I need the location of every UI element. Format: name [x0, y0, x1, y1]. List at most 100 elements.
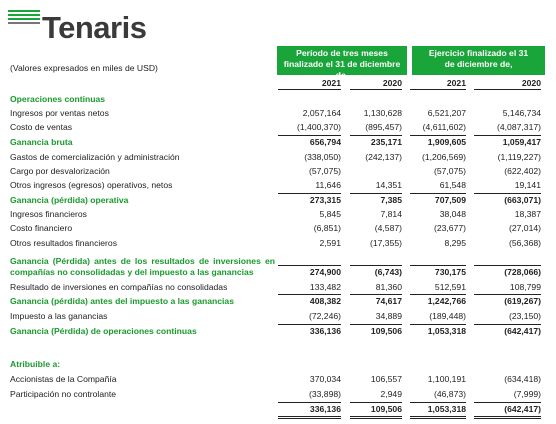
logo-stripe — [8, 14, 40, 16]
row-label: Ganancia bruta — [10, 137, 73, 147]
section-title: Operaciones continuas — [10, 94, 106, 104]
row-label: Ganancia (pérdida) antes del impuesto a … — [10, 296, 234, 306]
rule — [410, 402, 466, 403]
rule — [350, 294, 402, 295]
cell-value: 408,382 — [309, 296, 341, 306]
cell-value: 61,548 — [439, 180, 466, 190]
rule — [410, 89, 466, 90]
rule — [278, 135, 341, 136]
rule — [278, 193, 341, 194]
cell-value: (46,873) — [433, 389, 466, 399]
cell-value: (17,355) — [369, 238, 402, 248]
rule — [350, 135, 402, 136]
cell-value: 1,053,318 — [427, 326, 466, 336]
cell-value: (338,050) — [304, 152, 341, 162]
cell-value: (27,014) — [508, 223, 541, 233]
cell-value: (1,400,370) — [297, 122, 341, 132]
row-label: Ganancia (Pérdida) de operaciones contin… — [10, 326, 197, 336]
cell-value: (634,418) — [504, 374, 541, 384]
logo-stripe — [8, 18, 40, 20]
row-label: Costo financiero — [10, 223, 73, 233]
logo-stripe — [8, 10, 40, 12]
cell-value: 1,909,605 — [427, 137, 466, 147]
cell-value: (1,206,569) — [422, 152, 466, 162]
year-header: 2020 — [382, 78, 402, 88]
cell-value: 1,100,191 — [427, 374, 466, 384]
row-label: Ganancia (Pérdida) antes de los resultad… — [10, 256, 275, 277]
cell-value: 274,900 — [309, 267, 341, 277]
cell-value: (56,368) — [508, 238, 541, 248]
cell-value: (7,999) — [513, 389, 541, 399]
cell-value: (728,066) — [504, 267, 541, 277]
rule — [278, 294, 341, 295]
cell-value: 7,385 — [380, 195, 402, 205]
cell-value: (642,417) — [504, 404, 541, 414]
cell-value: 370,034 — [309, 374, 341, 384]
cell-value: (23,150) — [508, 311, 541, 321]
cell-value: 133,482 — [309, 282, 341, 292]
cell-value: 1,053,318 — [427, 404, 466, 414]
cell-value: (642,417) — [504, 326, 541, 336]
cell-value: 109,506 — [370, 326, 402, 336]
rule — [410, 294, 466, 295]
cell-value: (4,587) — [374, 223, 402, 233]
cell-value: (619,267) — [504, 296, 541, 306]
cell-value: 336,136 — [309, 404, 341, 414]
cell-value: 106,557 — [370, 374, 402, 384]
row-label: Cargo por desvalorización — [10, 166, 110, 176]
rule — [474, 402, 541, 403]
cell-value: 336,136 — [309, 326, 341, 336]
rule — [410, 135, 466, 136]
rule — [350, 193, 402, 194]
rule — [350, 418, 402, 419]
cell-value: 1,130,628 — [363, 108, 402, 118]
logo-stripe — [8, 22, 40, 24]
cell-value: 81,360 — [375, 282, 402, 292]
units-note: (Valores expresados en miles de USD) — [10, 63, 158, 73]
cell-value: 18,387 — [514, 209, 541, 219]
column-group: Ejercicio finalizado el 31 de diciembre … — [412, 46, 545, 75]
logo: Tenaris — [42, 10, 147, 45]
cell-value: 19,141 — [514, 180, 541, 190]
cell-value: 1,242,766 — [427, 296, 466, 306]
year-header: 2021 — [321, 78, 341, 88]
year-header: 2021 — [446, 78, 466, 88]
rule — [410, 324, 466, 325]
cell-value: (6,743) — [374, 267, 402, 277]
rule — [278, 265, 341, 266]
rule — [278, 416, 341, 417]
cell-value: (622,402) — [504, 166, 541, 176]
cell-value: (242,137) — [365, 152, 402, 162]
rule — [474, 418, 541, 419]
row-label: Gastos de comercialización y administrac… — [10, 152, 180, 162]
rule — [474, 193, 541, 194]
row-label: Ingresos financieros — [10, 209, 87, 219]
cell-value: 273,315 — [309, 195, 341, 205]
cell-value: 2,057,164 — [302, 108, 341, 118]
row-label: Otros ingresos (egresos) operativos, net… — [10, 180, 173, 190]
cell-value: (4,087,317) — [497, 122, 541, 132]
row-label: Costo de ventas — [10, 122, 73, 132]
rule — [474, 416, 541, 417]
row-label: Ingresos por ventas netos — [10, 108, 109, 118]
cell-value: 512,591 — [434, 282, 466, 292]
column-group: Período de tres meses finalizado el 31 d… — [277, 46, 407, 80]
cell-value: 730,175 — [434, 267, 466, 277]
cell-value: 235,171 — [370, 137, 402, 147]
row-label: Impuesto a las ganancias — [10, 311, 108, 321]
cell-value: (663,071) — [504, 195, 541, 205]
rule — [350, 89, 402, 90]
rule — [278, 418, 341, 419]
cell-value: 11,646 — [315, 180, 341, 190]
cell-value: 5,146,734 — [502, 108, 541, 118]
cell-value: 38,048 — [439, 209, 466, 219]
rule — [350, 402, 402, 403]
rule — [474, 89, 541, 90]
rule — [410, 418, 466, 419]
cell-value: 707,509 — [434, 195, 466, 205]
rule — [350, 324, 402, 325]
cell-value: 7,814 — [380, 209, 402, 219]
cell-value: (23,677) — [433, 223, 466, 233]
cell-value: 34,889 — [375, 311, 402, 321]
